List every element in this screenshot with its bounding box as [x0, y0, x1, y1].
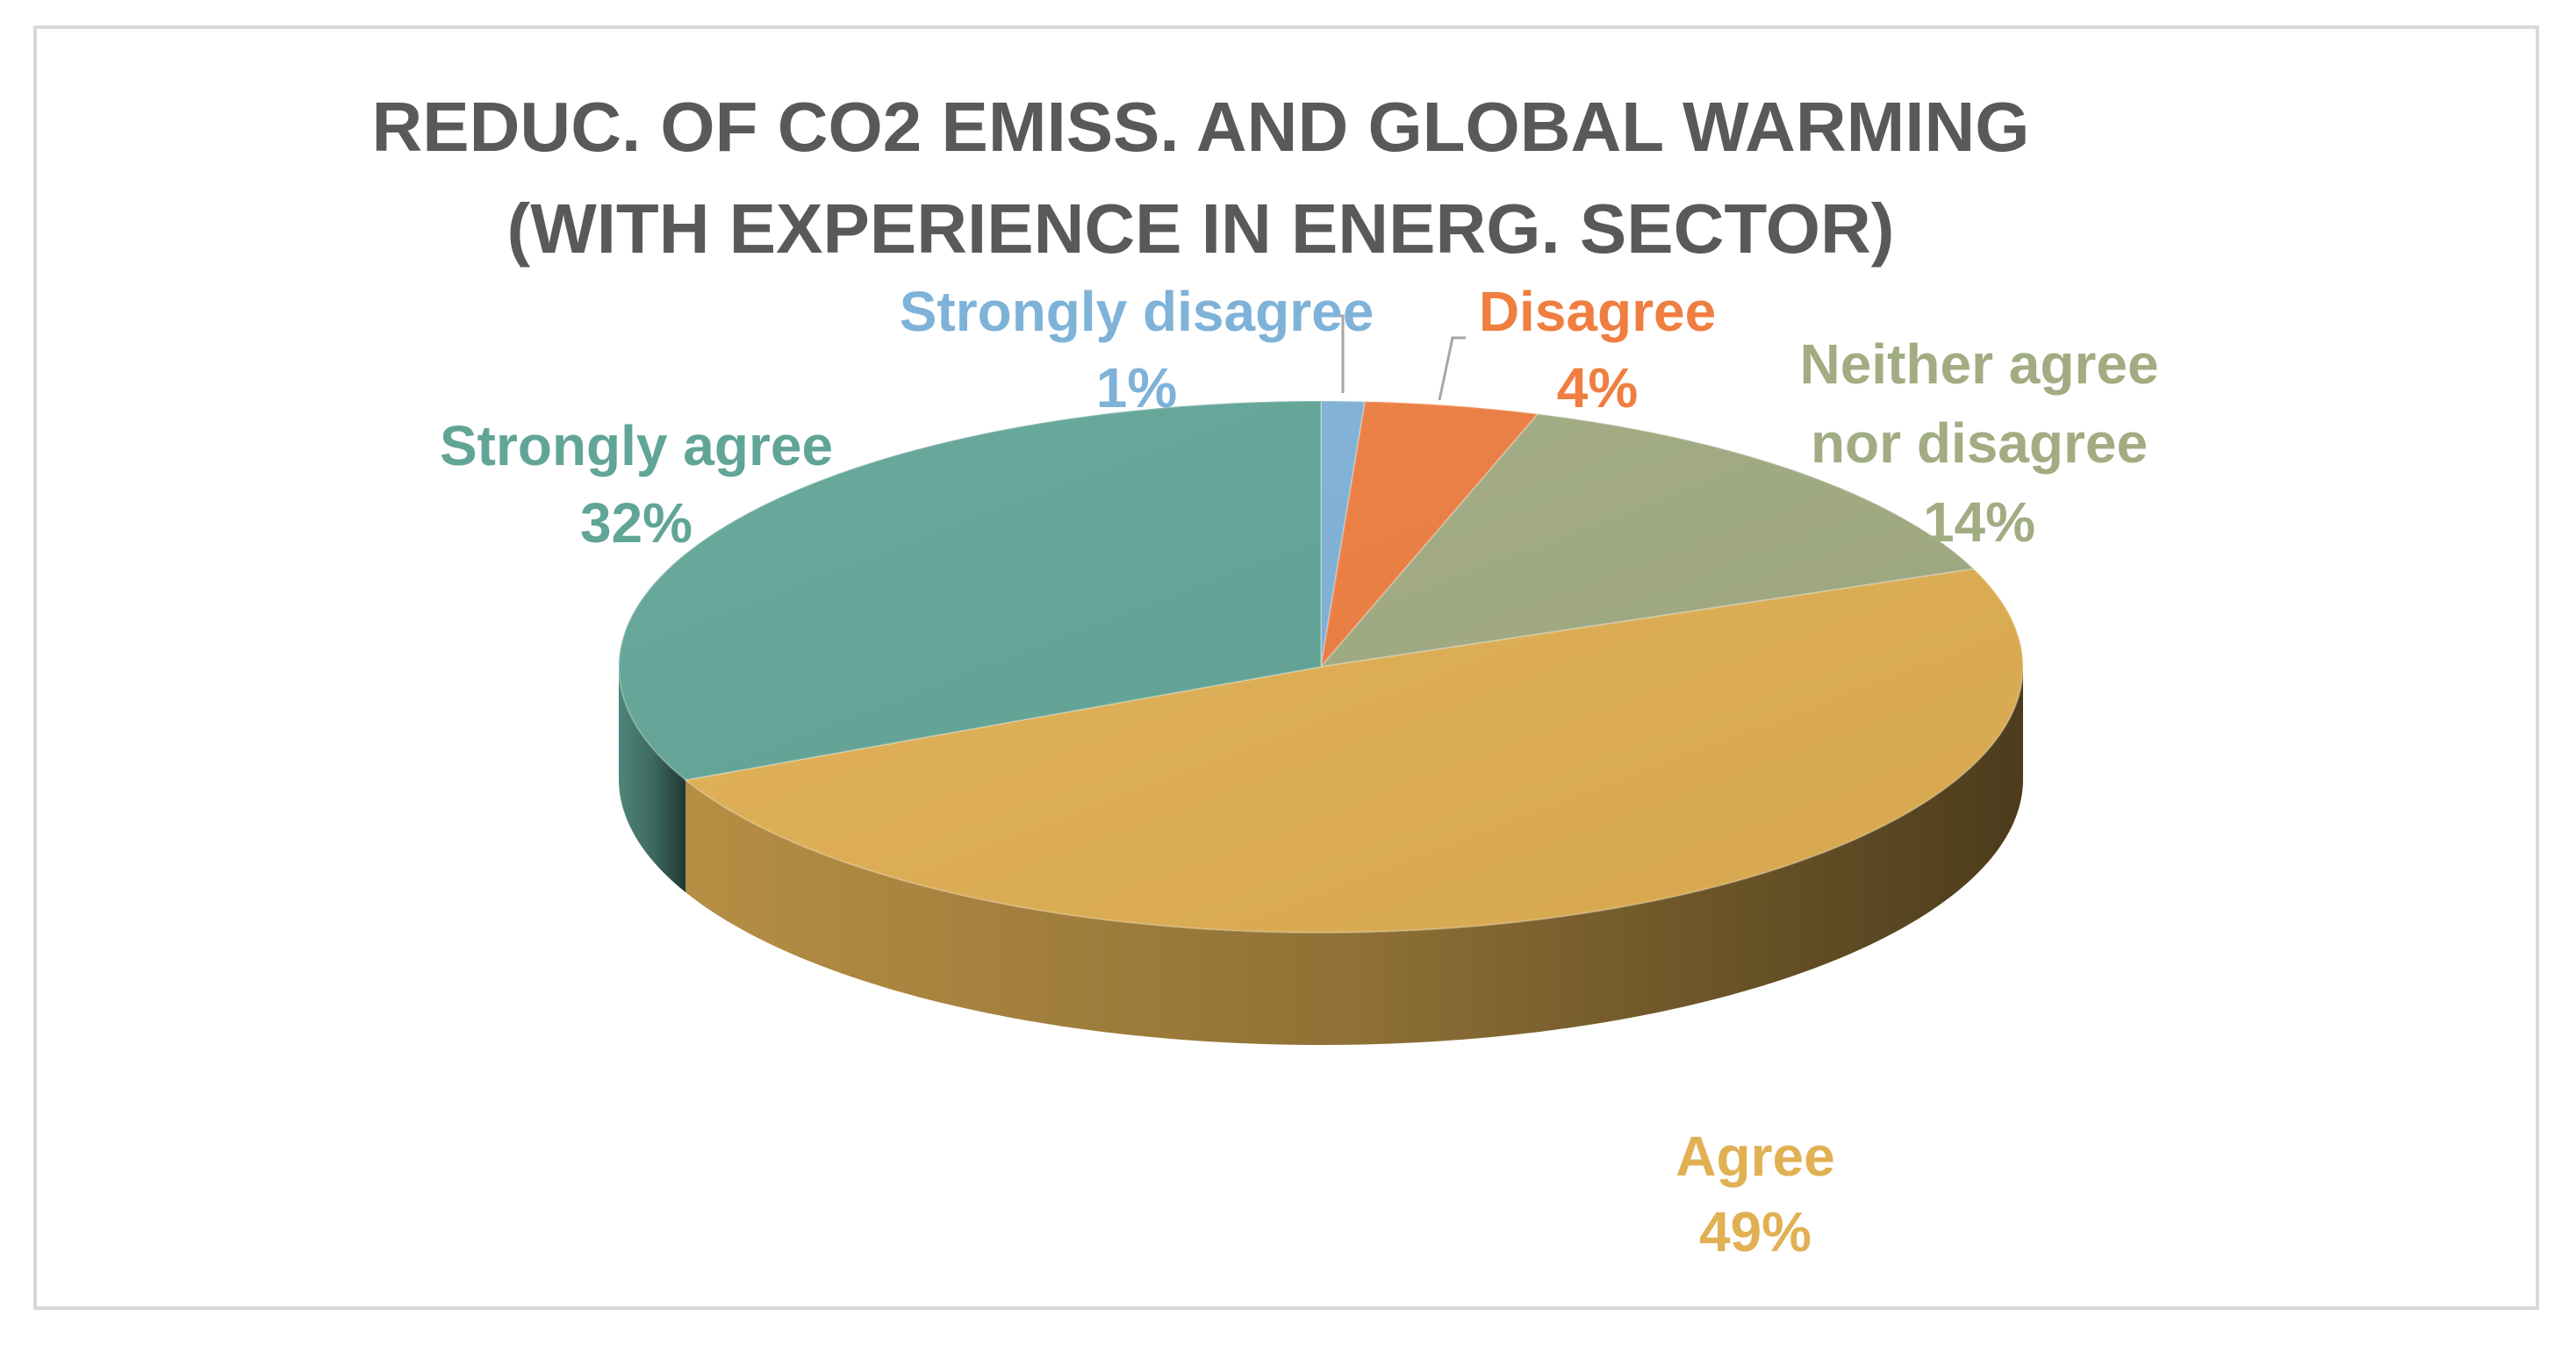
data-label-1: Disagree 4%: [1479, 280, 1716, 419]
data-labels: Strongly disagree 1% Disagree 4% Neither agr…: [440, 280, 2159, 1263]
leader-line-0: [1325, 314, 1345, 393]
pie-side-shade-3: [685, 667, 2023, 1045]
data-label-0-line-1: 1%: [1096, 356, 1178, 419]
chart-title-line-2: (WITH EXPERIENCE IN ENERG. SECTOR): [507, 190, 1895, 268]
chart-title-line-1: REDUC. OF CO2 EMISS. AND GLOBAL WARMING: [372, 88, 2030, 166]
data-label-1-line-0: Disagree: [1479, 280, 1716, 343]
data-label-2-line-0: Neither agree: [1799, 333, 2158, 396]
data-label-4-line-1: 32%: [580, 491, 692, 554]
data-label-3-line-1: 49%: [1699, 1200, 1812, 1263]
data-label-3: Agree 49%: [1675, 1125, 1834, 1263]
data-label-1-line-1: 4%: [1557, 356, 1639, 419]
data-label-2-line-1: nor disagree: [1811, 411, 2148, 475]
pie-side-walls: [619, 667, 2023, 1045]
data-label-4: Strongly agree 32%: [440, 414, 833, 554]
data-label-2-line-2: 14%: [1923, 490, 2035, 554]
data-label-3-line-0: Agree: [1675, 1125, 1834, 1188]
pie-top-sheen: [619, 401, 2023, 933]
chart-title: REDUC. OF CO2 EMISS. AND GLOBAL WARMING …: [372, 88, 2030, 268]
pie-side-shade-4: [619, 667, 686, 893]
pie-top-slices: [617, 399, 2025, 934]
leader-line-1: [1438, 336, 1466, 401]
data-label-2: Neither agree nor disagree 14%: [1799, 333, 2158, 554]
data-label-0: Strongly disagree 1%: [900, 280, 1374, 419]
data-label-4-line-0: Strongly agree: [440, 414, 833, 477]
data-label-0-line-0: Strongly disagree: [900, 280, 1374, 343]
leader-lines: [1325, 314, 1466, 401]
